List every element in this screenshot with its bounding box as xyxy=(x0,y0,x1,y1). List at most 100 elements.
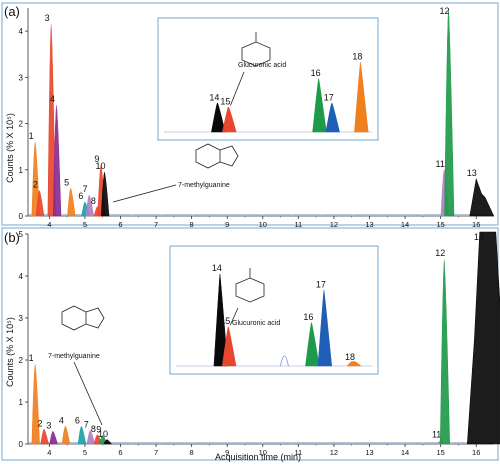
peak-b-12 xyxy=(439,258,450,445)
x-tick-label-b: 5 xyxy=(83,448,87,457)
y-axis-label-b: Counts (% X 10⁵) xyxy=(5,317,15,387)
peak-label-a-6: 6 xyxy=(78,191,83,201)
glucuronic-label-a: Glucuronic acid xyxy=(238,62,286,69)
peak-label-b-4: 4 xyxy=(59,415,64,425)
methylguanine-arrow-b xyxy=(73,361,103,426)
peak-label-b-11: 11 xyxy=(432,430,441,440)
glucuronic-arrow-b xyxy=(229,307,239,326)
peak-a-10 xyxy=(100,171,110,217)
peak-a-12 xyxy=(444,7,455,217)
inset-peak-b-14 xyxy=(213,273,228,367)
peak-label-a-9: 9 xyxy=(94,154,99,164)
peak-b-7 xyxy=(86,430,96,445)
x-tick-label-b: 7 xyxy=(154,448,158,457)
peak-a-1 xyxy=(31,141,40,217)
peak-label-a-12: 12 xyxy=(439,6,449,16)
x-tick-label-a: 10 xyxy=(259,220,267,229)
y-tick-label-b: 5 xyxy=(19,230,24,239)
peak-label-a-2: 2 xyxy=(33,180,38,190)
inset-peak-a-18 xyxy=(354,62,369,133)
peak-b-1 xyxy=(31,363,40,445)
y-tick-label-b: 2 xyxy=(19,356,24,365)
panel-b-label: (b) xyxy=(4,230,20,245)
peak-label-b-3: 3 xyxy=(46,420,51,430)
inset-peak-label-a-15: 15 xyxy=(220,97,230,107)
x-tick-label-b: 10 xyxy=(259,448,267,457)
peak-a-4 xyxy=(52,104,62,217)
peak-b-4 xyxy=(61,426,71,445)
x-tick-label-a: 12 xyxy=(330,220,338,229)
inset-peak-a-14 xyxy=(211,102,226,133)
x-tick-label-a: 14 xyxy=(401,220,409,229)
inset-peak-label-a-14: 14 xyxy=(209,92,219,102)
x-tick-label-a: 8 xyxy=(190,220,194,229)
inset-peak-b-18 xyxy=(346,361,362,367)
inset-peak-label-b-14: 14 xyxy=(212,263,222,273)
peak-label-a-10: 10 xyxy=(95,161,105,171)
y-tick-label-b: 1 xyxy=(19,398,24,407)
peak-label-b-6: 6 xyxy=(75,415,80,425)
y-axis-label-a: Counts (% X 10⁵) xyxy=(5,113,15,183)
inset-peak-label-b-15: 15 xyxy=(220,316,230,326)
inset-peak-label-b-16: 16 xyxy=(303,312,313,322)
peak-b-6 xyxy=(77,426,87,445)
peak-a-7 xyxy=(85,194,95,217)
peak-a-13 xyxy=(469,177,495,217)
glucuronic-arrow-a xyxy=(230,71,245,106)
x-tick-label-b: 9 xyxy=(225,448,229,457)
inset-peak-b-15 xyxy=(221,326,237,367)
peak-label-b-9: 9 xyxy=(96,425,101,435)
y-tick-label-a: 0 xyxy=(19,212,24,221)
methylguanine-label-b: 7-methylguanine xyxy=(48,353,100,360)
x-tick-label-a: 5 xyxy=(83,220,87,229)
inset-peak-a-17 xyxy=(325,102,340,133)
y-tick-label-a: 4 xyxy=(19,27,24,36)
peak-label-b-10: 10 xyxy=(98,429,108,439)
x-tick-label-b: 8 xyxy=(190,448,194,457)
inset-b-frame xyxy=(169,245,379,375)
inset-peak-label-a-17: 17 xyxy=(324,92,334,102)
peak-b-13 xyxy=(466,231,500,445)
inset-a-frame xyxy=(157,17,379,141)
inset-peak-b-17 xyxy=(317,290,332,367)
y-tick-label-b: 0 xyxy=(19,440,24,449)
x-tick-label-a: 7 xyxy=(154,220,158,229)
methylguanine-ring-a xyxy=(219,145,239,167)
x-tick-label-a: 9 xyxy=(225,220,229,229)
peak-label-a-1: 1 xyxy=(29,131,34,141)
inset-peak-label-a-16: 16 xyxy=(311,68,321,78)
inset-minor-peak-b xyxy=(280,355,289,367)
x-tick-label-a: 16 xyxy=(472,220,480,229)
inset-peak-b-16 xyxy=(305,322,320,367)
x-tick-label-a: 6 xyxy=(118,220,122,229)
peak-label-a-5: 5 xyxy=(64,177,69,187)
peak-label-b-8: 8 xyxy=(91,424,96,434)
y-tick-label-b: 3 xyxy=(19,314,24,323)
inset-peak-a-15 xyxy=(222,106,237,133)
x-tick-label-b: 12 xyxy=(330,448,338,457)
peak-label-a-8: 8 xyxy=(91,196,96,206)
inset-peak-label-b-17: 17 xyxy=(316,279,326,289)
peak-a-5 xyxy=(67,187,76,217)
x-tick-label-a: 15 xyxy=(436,220,444,229)
methylguanine-label-a: 7-methylguanine xyxy=(178,182,230,189)
methylguanine-ring-b xyxy=(85,307,105,329)
x-tick-label-b: 13 xyxy=(365,448,373,457)
x-tick-label-b: 14 xyxy=(401,448,409,457)
inset-peak-label-a-18: 18 xyxy=(352,52,362,62)
peak-b-10 xyxy=(103,439,113,445)
inset-peak-label-b-18: 18 xyxy=(345,352,355,362)
peak-b-3 xyxy=(49,431,58,445)
panel-a-label: (a) xyxy=(4,4,20,19)
y-tick-label-b: 4 xyxy=(19,272,24,281)
peak-label-a-3: 3 xyxy=(45,13,50,23)
peak-label-b-13: 13 xyxy=(474,232,484,242)
peak-a-2 xyxy=(35,190,45,217)
x-axis-label: Acquisition time (min) xyxy=(215,452,301,462)
peak-label-a-7: 7 xyxy=(83,184,88,194)
x-tick-label-b: 16 xyxy=(472,448,480,457)
glucuronic-label-b: Glucuronic acid xyxy=(232,320,280,327)
x-tick-label-b: 4 xyxy=(47,448,51,457)
x-tick-label-b: 6 xyxy=(118,448,122,457)
peak-label-a-4: 4 xyxy=(50,94,55,104)
